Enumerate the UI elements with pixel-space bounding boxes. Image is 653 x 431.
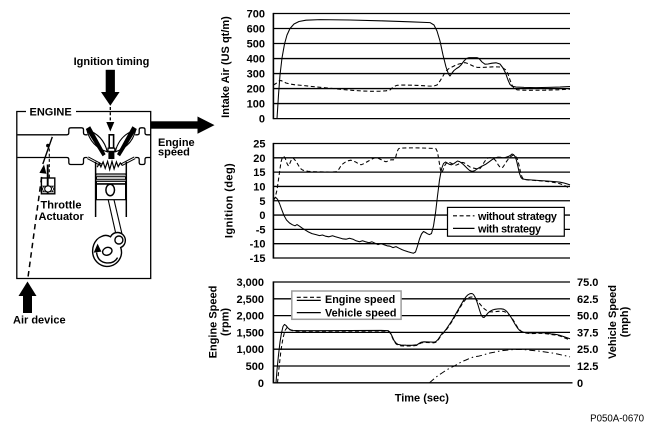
- svg-text:5: 5: [259, 196, 265, 208]
- svg-text:Actuator: Actuator: [39, 211, 85, 223]
- svg-text:ENGINE: ENGINE: [30, 107, 72, 119]
- svg-text:3,000: 3,000: [236, 277, 264, 289]
- svg-text:75.0: 75.0: [577, 277, 598, 289]
- svg-text:Engine: Engine: [158, 137, 195, 149]
- svg-text:700: 700: [247, 9, 265, 21]
- svg-text:300: 300: [247, 69, 265, 81]
- svg-text:37.5: 37.5: [577, 327, 598, 339]
- svg-text:Engine speed: Engine speed: [325, 294, 395, 306]
- svg-text:Engine Speed: Engine Speed: [208, 286, 220, 359]
- svg-text:without strategy: without strategy: [477, 211, 557, 223]
- svg-text:200: 200: [247, 84, 265, 96]
- svg-text:-15: -15: [250, 253, 266, 265]
- svg-text:-5: -5: [256, 224, 266, 236]
- svg-text:(mph): (mph): [619, 306, 631, 337]
- svg-text:600: 600: [247, 24, 265, 36]
- svg-text:2,500: 2,500: [236, 294, 264, 306]
- svg-text:400: 400: [247, 54, 265, 66]
- svg-text:25: 25: [253, 139, 265, 151]
- svg-text:Vehicle Speed: Vehicle Speed: [607, 285, 619, 359]
- svg-text:0: 0: [259, 210, 265, 222]
- svg-text:20: 20: [253, 153, 265, 165]
- svg-text:P050A-0670: P050A-0670: [590, 414, 644, 425]
- svg-text:speed: speed: [158, 146, 190, 158]
- svg-text:0: 0: [577, 378, 583, 390]
- svg-text:0: 0: [258, 378, 264, 390]
- svg-text:(rpm): (rpm): [220, 308, 232, 336]
- svg-text:Ignition (deg): Ignition (deg): [224, 163, 236, 238]
- svg-text:0: 0: [259, 114, 265, 126]
- svg-text:100: 100: [247, 99, 265, 111]
- svg-text:12.5: 12.5: [577, 361, 598, 373]
- svg-text:Ignition timing: Ignition timing: [74, 56, 150, 68]
- svg-text:-10: -10: [250, 239, 266, 251]
- svg-text:15: 15: [253, 167, 265, 179]
- svg-text:Intake Air (US qt/m): Intake Air (US qt/m): [220, 16, 232, 118]
- svg-text:Time (sec): Time (sec): [395, 393, 450, 405]
- svg-text:2,000: 2,000: [236, 311, 264, 323]
- svg-text:1,000: 1,000: [236, 344, 264, 356]
- svg-text:Vehicle speed: Vehicle speed: [325, 308, 396, 320]
- svg-text:1,500: 1,500: [236, 327, 264, 339]
- svg-text:500: 500: [246, 361, 264, 373]
- svg-text:500: 500: [247, 39, 265, 51]
- svg-text:50.0: 50.0: [577, 311, 598, 323]
- svg-text:10: 10: [253, 181, 265, 193]
- svg-text:62.5: 62.5: [577, 294, 598, 306]
- svg-text:with strategy: with strategy: [477, 223, 541, 235]
- svg-text:25.0: 25.0: [577, 344, 598, 356]
- svg-text:Throttle: Throttle: [41, 199, 82, 211]
- svg-text:Air device: Air device: [13, 315, 66, 327]
